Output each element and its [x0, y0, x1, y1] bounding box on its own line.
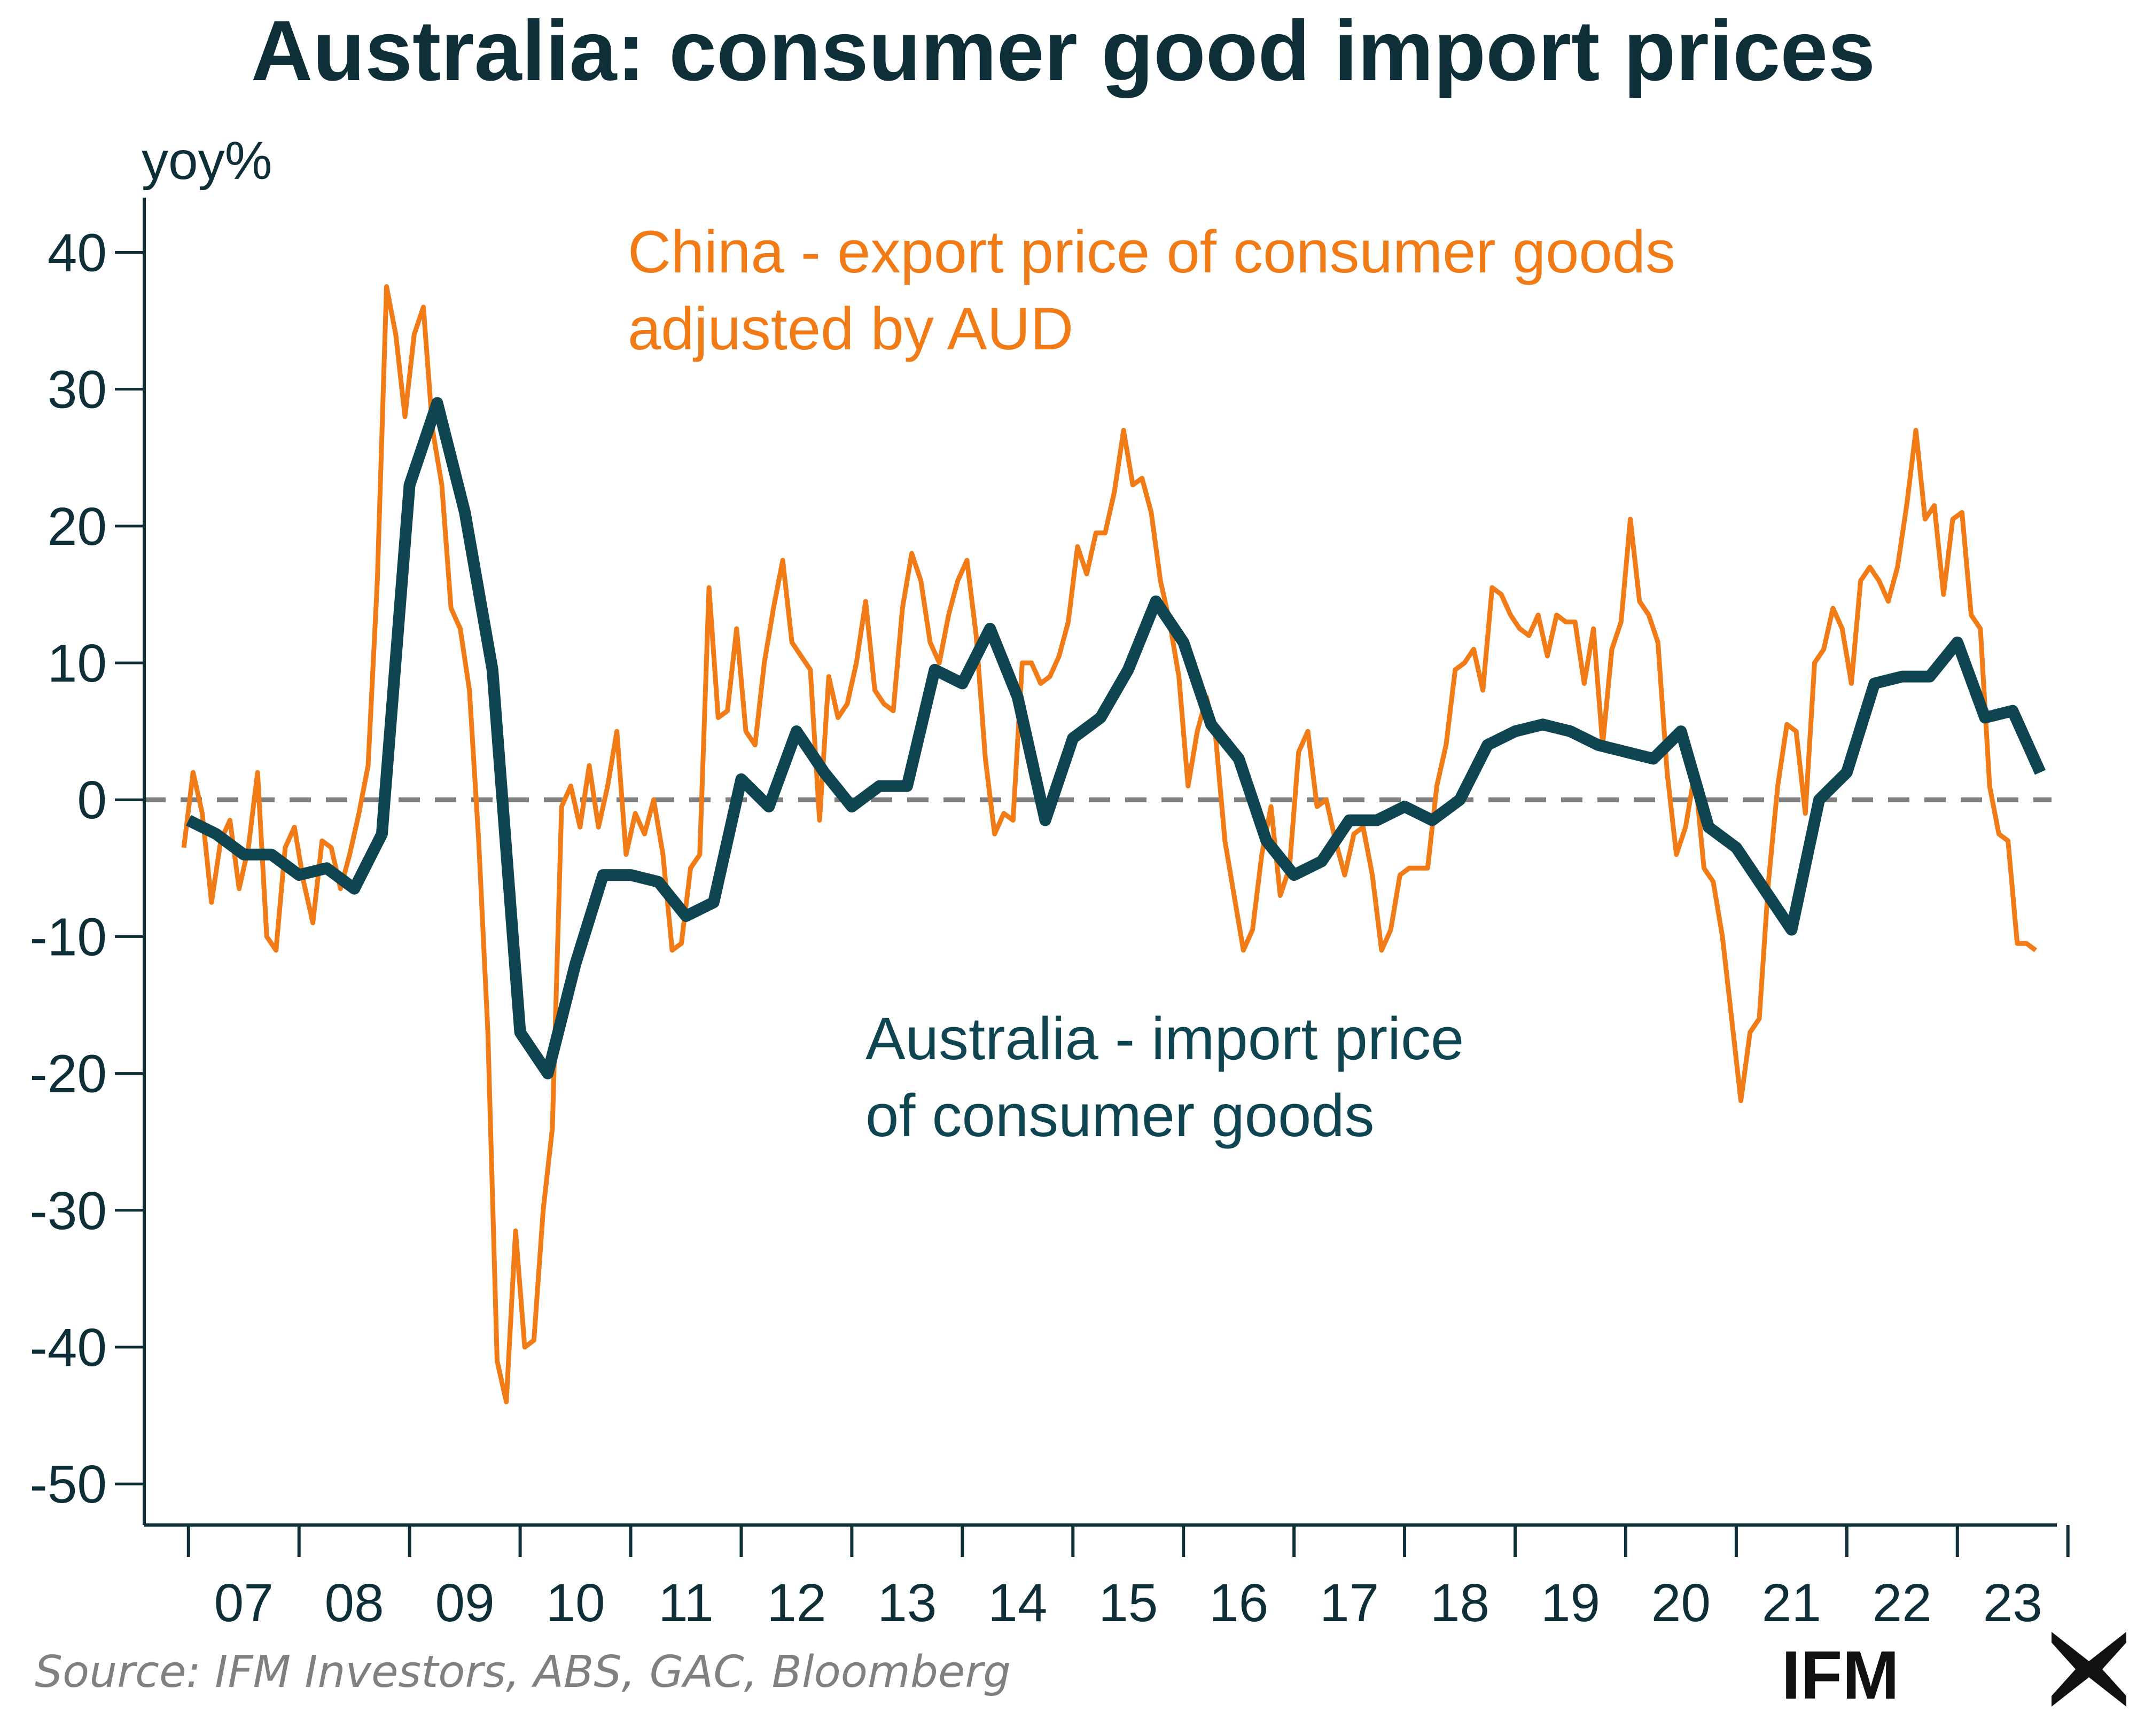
y-axis: 40 30 20 10 0 -10 -20 -30 -40 -50 — [29, 198, 146, 1525]
ifm-logo-icon — [2052, 1632, 2126, 1707]
y-tick-label: 10 — [48, 634, 107, 693]
china-series-label: China - export price of consumer goods a… — [628, 218, 1692, 362]
australia-series-label-line1: Australia - import price — [865, 1005, 1464, 1072]
y-tick-label: 20 — [48, 497, 107, 557]
x-tick-label: 09 — [435, 1573, 494, 1633]
series-line-china — [181, 284, 2037, 1404]
australia-series-label-line2: of consumer goods — [865, 1082, 1375, 1149]
x-tick-label: 12 — [767, 1573, 826, 1633]
china-series-label-line2: adjusted by AUD — [628, 295, 1073, 362]
ifm-logo-text: IFM — [1782, 1637, 1899, 1714]
y-tick-label: -30 — [29, 1181, 107, 1241]
x-tick-label: 18 — [1430, 1573, 1489, 1633]
x-tick-label: 14 — [988, 1573, 1047, 1633]
series-line-australia — [185, 397, 2046, 1080]
y-tick-label: -40 — [29, 1318, 107, 1378]
y-tick-label: 30 — [48, 360, 107, 420]
x-tick-label: 08 — [325, 1573, 384, 1633]
y-axis-label: yoy% — [142, 131, 272, 191]
source-note: Source: IFM Investors, ABS, GAC, Bloombe… — [35, 1647, 1011, 1698]
x-tick-label: 21 — [1762, 1573, 1821, 1633]
chart-title: Australia: consumer good import prices — [251, 3, 1876, 98]
x-tick-label: 11 — [658, 1573, 714, 1633]
x-tick-label: 10 — [545, 1573, 605, 1633]
x-tick-label: 17 — [1320, 1573, 1379, 1633]
x-tick-label: 16 — [1209, 1573, 1268, 1633]
y-tick-label: -20 — [29, 1044, 107, 1104]
x-tick-label: 13 — [877, 1573, 937, 1633]
y-tick-label: -10 — [29, 907, 107, 967]
x-tick-label: 20 — [1651, 1573, 1711, 1633]
x-tick-label: 19 — [1541, 1573, 1600, 1633]
x-axis: 07 08 09 10 11 12 13 14 15 16 17 18 19 20 21 22 23 — [144, 1523, 2070, 1633]
china-series-label-line1: China - export price of consumer goods — [628, 218, 1675, 285]
x-tick-label: 07 — [214, 1573, 274, 1633]
y-tick-label: 0 — [77, 770, 107, 830]
plot-area: 40 30 20 10 0 -10 -20 -30 -40 -50 07 08 09 10 11 12 13 1… — [29, 198, 2070, 1633]
y-tick-label: 40 — [48, 223, 107, 283]
y-tick-label: -50 — [29, 1455, 107, 1514]
x-tick-label: 22 — [1873, 1573, 1932, 1633]
x-tick-label: 15 — [1098, 1573, 1158, 1633]
x-tick-label: 23 — [1983, 1573, 2042, 1633]
australia-series-label: Australia - import price of consumer goo… — [865, 1005, 1480, 1149]
